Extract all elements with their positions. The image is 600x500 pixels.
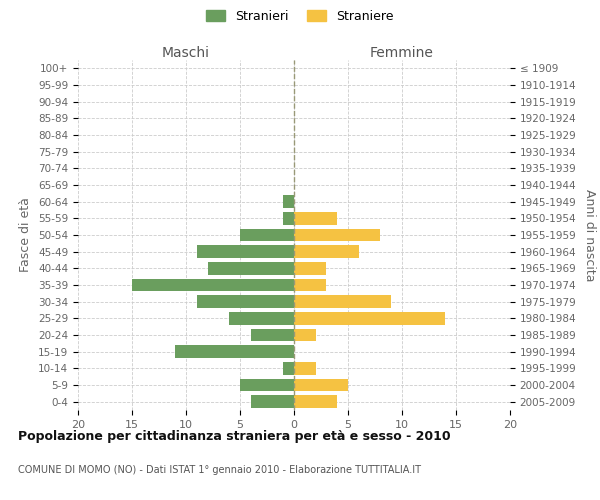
Bar [294,329,316,341]
Bar [197,296,294,308]
Bar [294,396,337,408]
Bar [251,329,294,341]
Bar [294,312,445,324]
Bar [229,312,294,324]
Bar [208,262,294,274]
Bar [294,212,337,224]
Legend: Stranieri, Straniere: Stranieri, Straniere [203,6,397,26]
Bar [294,279,326,291]
Y-axis label: Anni di nascita: Anni di nascita [583,188,596,281]
Bar [175,346,294,358]
Bar [283,212,294,224]
Text: Popolazione per cittadinanza straniera per età e sesso - 2010: Popolazione per cittadinanza straniera p… [18,430,451,443]
Bar [240,229,294,241]
Bar [132,279,294,291]
Bar [283,196,294,208]
Text: Maschi: Maschi [162,46,210,60]
Bar [283,362,294,374]
Bar [294,246,359,258]
Y-axis label: Fasce di età: Fasce di età [19,198,32,272]
Bar [294,379,348,391]
Bar [240,379,294,391]
Bar [294,362,316,374]
Bar [251,396,294,408]
Text: Femmine: Femmine [370,46,434,60]
Bar [197,246,294,258]
Bar [294,229,380,241]
Bar [294,296,391,308]
Text: COMUNE DI MOMO (NO) - Dati ISTAT 1° gennaio 2010 - Elaborazione TUTTITALIA.IT: COMUNE DI MOMO (NO) - Dati ISTAT 1° genn… [18,465,421,475]
Bar [294,262,326,274]
